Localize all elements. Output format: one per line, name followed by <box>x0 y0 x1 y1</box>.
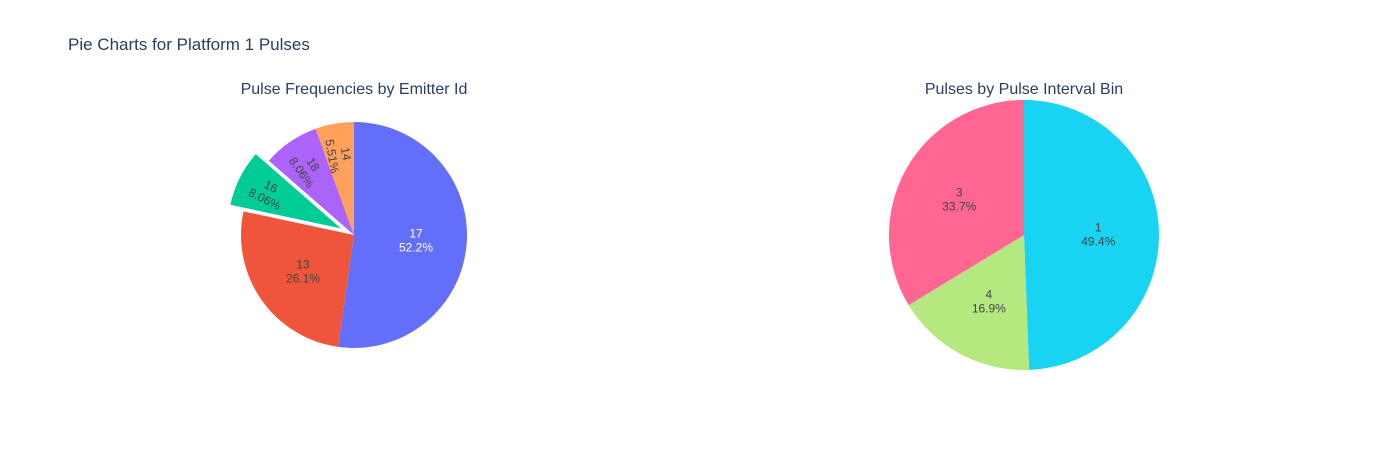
pie-1-slice-3 <box>889 100 1024 306</box>
pie-0-slice-17 <box>338 122 467 348</box>
pie-1-slice-category-1: 1 <box>1095 221 1102 235</box>
pie-chart-pulse-interval-bin: Pulses by Pulse Interval Bin 1 49.4% 4 16.9… <box>889 81 1159 370</box>
pie-1-title: Pulses by Pulse Interval Bin <box>925 81 1123 98</box>
pie-1-slice-label-1: 1 49.4% <box>1081 221 1115 249</box>
pie-0-slice-category-16: 16 <box>262 177 280 196</box>
pie-1-slice-label-3: 3 33.7% <box>942 186 976 214</box>
pie-1-slice-percent-3: 33.7% <box>942 200 976 214</box>
pie-0-slice-category-13: 13 <box>296 258 310 272</box>
pie-1-slice-1 <box>1024 100 1159 370</box>
pie-0-slice-14 <box>315 122 354 235</box>
pie-1-slice-label-4: 4 16.9% <box>972 287 1006 315</box>
pie-1-slice-4 <box>908 235 1030 370</box>
pie-0-slices <box>230 122 467 348</box>
pie-0-slice-label-17: 17 52.2% <box>399 226 433 254</box>
pie-1-slice-category-4: 4 <box>986 287 993 301</box>
pie-1-slice-percent-1: 49.4% <box>1081 235 1115 249</box>
pie-chart-emitter-id: Pulse Frequencies by Emitter Id 17 52.2%1… <box>230 81 467 348</box>
pie-0-slice-percent-17: 52.2% <box>399 240 433 254</box>
pie-0-slice-18 <box>268 128 354 235</box>
pie-1-slice-category-3: 3 <box>956 186 963 200</box>
pie-0-slice-percent-14: 5.51% <box>322 138 342 174</box>
pie-1-slice-percent-4: 16.9% <box>972 301 1006 315</box>
pie-0-slice-category-17: 17 <box>409 226 423 240</box>
pie-0-slice-13 <box>240 211 354 347</box>
pie-0-slice-16 <box>230 154 341 229</box>
pie-1-slices <box>889 100 1159 370</box>
pie-0-slice-percent-13: 26.1% <box>286 272 320 286</box>
pie-0-slice-category-14: 14 <box>338 146 354 162</box>
figure-title: Pie Charts for Platform 1 Pulses <box>68 35 310 54</box>
pie-0-slice-label-14: 145.51% <box>322 136 356 175</box>
pie-0-slice-label-13: 13 26.1% <box>286 258 320 286</box>
pie-0-title: Pulse Frequencies by Emitter Id <box>241 81 468 98</box>
pie-1-labels: 1 49.4% 4 16.9% 3 33.7% <box>942 186 1115 316</box>
